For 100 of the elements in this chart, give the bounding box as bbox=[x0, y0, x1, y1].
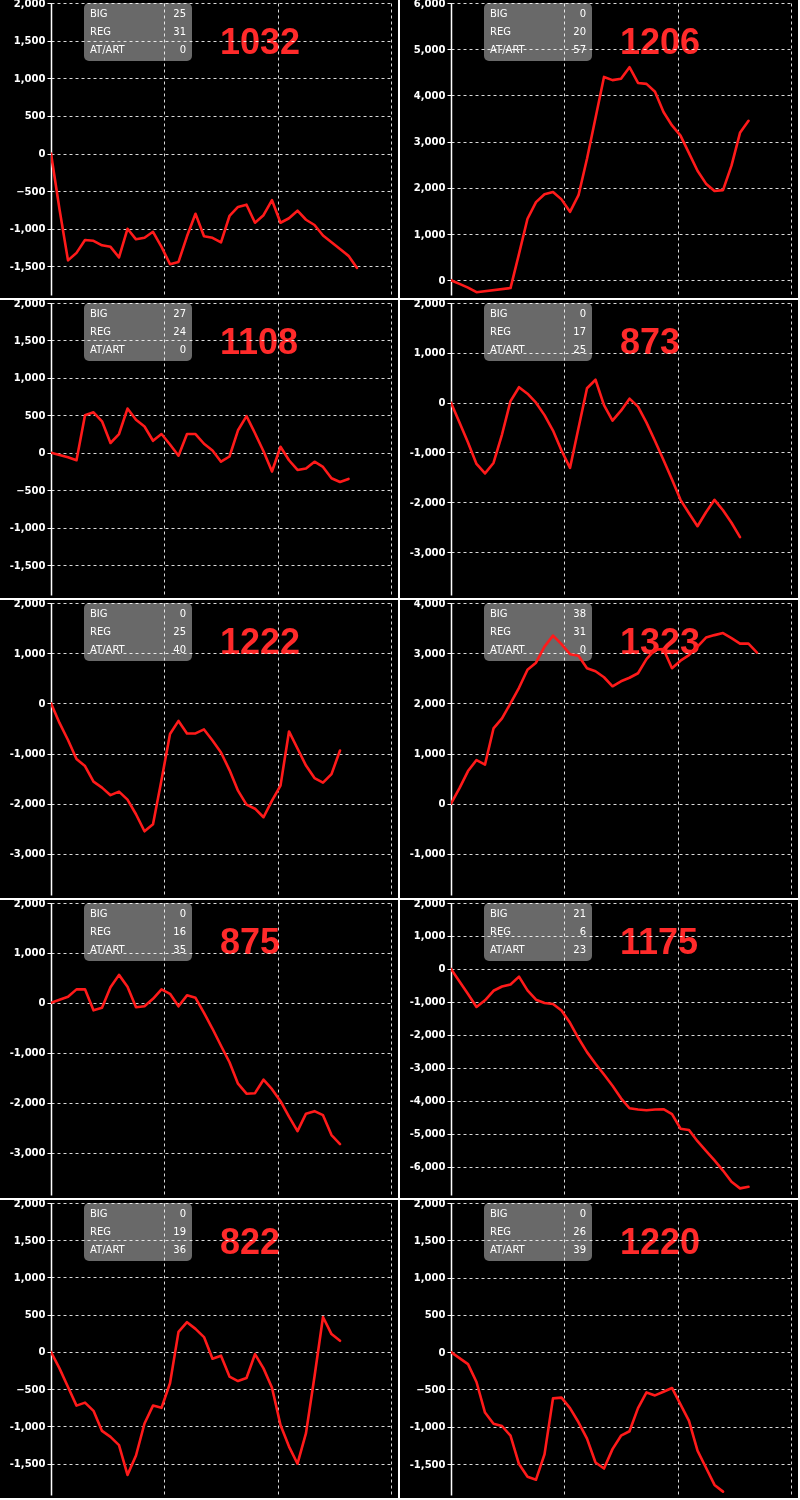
y-tick-label: 500 bbox=[24, 409, 46, 421]
annotation: 0 bbox=[579, 7, 586, 21]
annotation: REG bbox=[90, 1225, 112, 1239]
annotation: REG bbox=[490, 325, 512, 339]
annotation: BIG bbox=[90, 907, 108, 921]
y-tick-label: 500 bbox=[24, 1309, 46, 1321]
y-tick-label: 1,000 bbox=[13, 647, 46, 659]
y-tick-label: −500 bbox=[416, 1383, 446, 1395]
annotation: BIG bbox=[90, 607, 108, 621]
annotation: REG bbox=[490, 625, 512, 639]
annotation: 36 bbox=[173, 1243, 186, 1257]
line-series bbox=[451, 65, 750, 294]
annotation: BIG bbox=[490, 307, 508, 321]
annotation: 16 bbox=[173, 925, 186, 939]
y-tick-label: 1,000 bbox=[13, 947, 46, 959]
y-tick-label: -2,000 bbox=[9, 1097, 46, 1109]
annotation: AT/ART bbox=[490, 943, 525, 957]
line-series bbox=[51, 702, 342, 833]
annotation: 39 bbox=[573, 1243, 586, 1257]
y-tick-label: 1,500 bbox=[13, 1234, 46, 1246]
y-tick-label: -4,000 bbox=[409, 1095, 446, 1107]
annotation: 0 bbox=[579, 307, 586, 321]
y-tick-label: 1,500 bbox=[413, 1234, 446, 1246]
y-tick-label: 0 bbox=[38, 447, 46, 459]
y-tick-label: 0 bbox=[38, 148, 46, 160]
y-tick-label: 0 bbox=[438, 1346, 446, 1358]
y-tick-label: 1,000 bbox=[413, 930, 446, 942]
line-series bbox=[451, 1350, 725, 1493]
annotation: BIG bbox=[490, 907, 508, 921]
annotation: 25 bbox=[173, 7, 186, 21]
annotation: 21 bbox=[573, 907, 586, 921]
y-tick-label: 0 bbox=[438, 963, 446, 975]
y-tick-label: 1,000 bbox=[413, 228, 446, 240]
annotation: 20 bbox=[573, 25, 586, 39]
y-tick-label: -3,000 bbox=[409, 1062, 446, 1074]
text: 1323 bbox=[620, 621, 701, 662]
line-series bbox=[451, 378, 742, 539]
line-series bbox=[51, 152, 359, 270]
annotation: AT/ART bbox=[90, 943, 125, 957]
y-tick-label: -3,000 bbox=[9, 1147, 46, 1159]
annotation: BIG bbox=[490, 7, 508, 21]
text: 822 bbox=[220, 1221, 281, 1262]
y-tick-label: 0 bbox=[438, 798, 446, 810]
line-series bbox=[451, 967, 750, 1190]
annotation: AT/ART bbox=[90, 43, 125, 57]
annotation: 6 bbox=[579, 925, 586, 939]
y-tick-label: -1,000 bbox=[409, 996, 446, 1008]
annotation: 24 bbox=[173, 325, 186, 339]
annotation: 0 bbox=[579, 643, 586, 657]
annotation: AT/ART bbox=[490, 1243, 525, 1257]
y-tick-label: 1,000 bbox=[13, 72, 46, 84]
y-tick-label: −500 bbox=[16, 484, 46, 496]
text: 1220 bbox=[620, 1221, 701, 1262]
annotation: 31 bbox=[173, 25, 186, 39]
annotation: AT/ART bbox=[490, 343, 525, 357]
annotation: 23 bbox=[573, 943, 586, 957]
y-tick-label: 0 bbox=[438, 397, 446, 409]
annotation: 27 bbox=[173, 307, 186, 321]
annotation: 0 bbox=[179, 343, 186, 357]
text: 1206 bbox=[620, 21, 701, 62]
y-tick-label: 1,500 bbox=[13, 334, 46, 346]
y-tick-label: -1,500 bbox=[409, 1458, 446, 1470]
y-tick-label: −500 bbox=[16, 185, 46, 197]
annotation: REG bbox=[490, 25, 512, 39]
annotation: 57 bbox=[573, 43, 586, 57]
y-tick-label: -1,500 bbox=[9, 260, 46, 272]
y-tick-label: 4,000 bbox=[413, 89, 446, 101]
y-tick-label: 1,000 bbox=[413, 347, 446, 359]
y-tick-label: -1,000 bbox=[409, 1421, 446, 1433]
annotation: 0 bbox=[179, 43, 186, 57]
y-tick-label: -1,000 bbox=[9, 223, 46, 235]
y-tick-label: -6,000 bbox=[409, 1161, 446, 1173]
annotation: REG bbox=[490, 925, 512, 939]
y-tick-label: 1,000 bbox=[413, 1272, 446, 1284]
annotation: AT/ART bbox=[90, 1243, 125, 1257]
text: 1108 bbox=[220, 321, 299, 362]
y-tick-label: 1,000 bbox=[13, 372, 46, 384]
y-tick-label: 0 bbox=[438, 274, 446, 286]
annotation: 38 bbox=[573, 607, 586, 621]
annotation: AT/ART bbox=[490, 43, 525, 57]
annotation: BIG bbox=[90, 7, 108, 21]
y-tick-label: 3,000 bbox=[413, 647, 446, 659]
line-series bbox=[51, 1315, 342, 1477]
y-tick-label: −500 bbox=[16, 1383, 46, 1395]
annotation: AT/ART bbox=[90, 643, 125, 657]
annotation: REG bbox=[90, 625, 112, 639]
text: 875 bbox=[220, 921, 281, 962]
annotation: 0 bbox=[579, 1207, 586, 1221]
y-tick-label: -2,000 bbox=[9, 798, 46, 810]
y-tick-label: -3,000 bbox=[409, 546, 446, 558]
y-tick-label: -1,000 bbox=[9, 1047, 46, 1059]
annotation: 0 bbox=[179, 607, 186, 621]
annotation: REG bbox=[90, 325, 112, 339]
y-tick-label: -1,000 bbox=[409, 446, 446, 458]
text: 1032 bbox=[220, 21, 301, 62]
y-tick-label: 3,000 bbox=[413, 136, 446, 148]
annotation: 0 bbox=[179, 907, 186, 921]
y-tick-label: -1,500 bbox=[9, 1458, 46, 1470]
annotation: BIG bbox=[90, 1207, 108, 1221]
y-tick-label: -5,000 bbox=[409, 1128, 446, 1140]
